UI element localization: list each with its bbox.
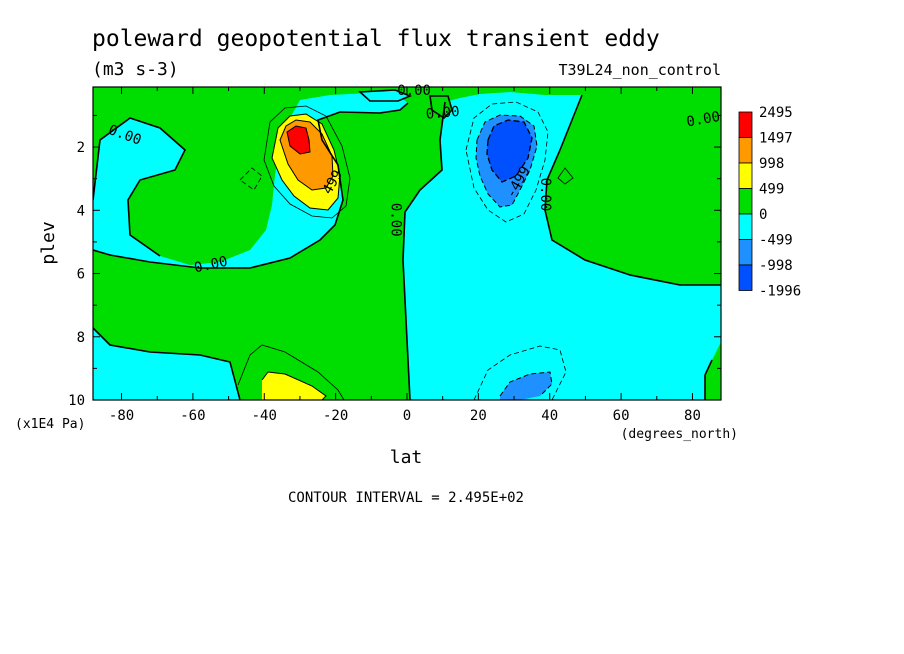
contour-label: 0.00 — [537, 178, 553, 212]
zero-contour-line — [93, 327, 241, 400]
x-tick-label: -60 — [180, 408, 205, 424]
legend-swatch — [738, 111, 753, 138]
legend-level-label: 2495 — [759, 105, 793, 121]
y-tick-label: 8 — [77, 330, 85, 346]
x-axis-units: (degrees_north) — [621, 427, 738, 442]
negative-region-fill — [360, 90, 410, 101]
zero-contour-line — [544, 94, 721, 286]
contour-field — [93, 87, 721, 400]
negative-region-fill — [93, 93, 408, 268]
chart-title: poleward geopotential flux transient edd… — [92, 26, 660, 52]
legend-swatch — [738, 264, 753, 291]
y-tick-label: 2 — [77, 140, 85, 156]
y-axis-units: (x1E4 Pa) — [15, 417, 85, 432]
negative-contour-line — [465, 101, 549, 223]
positive-region-fill — [705, 342, 721, 400]
zero-contour-line — [358, 89, 413, 102]
positive-contour-line — [263, 105, 351, 219]
x-tick-label: -80 — [109, 408, 134, 424]
legend-level-label: 499 — [759, 182, 784, 198]
x-tick-label: 60 — [613, 408, 630, 424]
y-tick-label: 10 — [68, 393, 85, 409]
positive-contour-line — [261, 371, 327, 400]
level-499-fill — [262, 372, 326, 400]
chart-units: (m3 s-3) — [92, 59, 179, 80]
level-minus998-fill — [487, 120, 532, 182]
zero-contour-line — [402, 101, 446, 400]
legend-level-label: -998 — [759, 258, 793, 274]
legend-swatch — [738, 162, 753, 189]
x-tick-label: 80 — [684, 408, 701, 424]
negative-contour-line — [239, 167, 263, 191]
x-tick-label: -40 — [252, 408, 277, 424]
y-tick-label: 4 — [77, 203, 85, 219]
negative-region-fill — [93, 328, 240, 400]
x-axis-label: lat — [390, 447, 423, 468]
zero-contour-line — [429, 95, 453, 120]
legend-level-label: -1996 — [759, 284, 801, 300]
legend-swatch — [738, 213, 753, 240]
legend-level-label: 0 — [759, 207, 767, 223]
y-tick-label: 6 — [77, 267, 85, 283]
positive-contour-line — [286, 125, 311, 155]
positive-region-fill — [93, 87, 721, 400]
contour-interval-note: CONTOUR INTERVAL = 2.495E+02 — [288, 490, 524, 506]
level-minus499-fill — [500, 372, 552, 400]
contour-label: 0.00 — [193, 254, 229, 277]
positive-region-fill — [430, 96, 452, 118]
negative-contour-line — [499, 371, 553, 397]
positive-contour-line — [279, 119, 334, 191]
legend-swatch — [738, 188, 753, 215]
dataset-label: T39L24_non_control — [558, 61, 721, 79]
legend-level-label: -499 — [759, 233, 793, 249]
legend-level-label: 1497 — [759, 131, 793, 147]
legend-swatch — [738, 239, 753, 266]
zero-contour-line — [704, 359, 713, 400]
positive-contour-line — [271, 113, 341, 211]
x-tick-label: -20 — [323, 408, 348, 424]
negative-contour-line — [473, 345, 567, 400]
y-axis: 2 4 6 8 10 — [68, 114, 721, 409]
y-axis-label: plev — [38, 221, 59, 264]
x-axis: -80 -60 -40 -20 0 20 40 60 80 — [109, 87, 701, 424]
level-1497-fill — [287, 126, 310, 154]
zero-contour-line — [93, 117, 186, 257]
contour-label: 0.00 — [397, 83, 431, 99]
negative-contour-line — [475, 114, 538, 208]
negative-contour-line — [486, 119, 533, 183]
negative-contour-line — [557, 167, 574, 185]
positive-contour-line — [237, 344, 345, 400]
contour-label: 0.00 — [685, 109, 721, 131]
legend-colorbar: 2495 1497 998 499 0 -499 -998 -1996 — [738, 105, 801, 300]
x-tick-label: 40 — [541, 408, 558, 424]
legend-level-label: 998 — [759, 156, 784, 172]
x-tick-label: 20 — [470, 408, 487, 424]
legend-swatch — [738, 137, 753, 164]
x-tick-label: 0 — [403, 408, 411, 424]
contour-label: 0.00 — [425, 104, 460, 123]
contour-label: 0.00 — [387, 203, 403, 237]
